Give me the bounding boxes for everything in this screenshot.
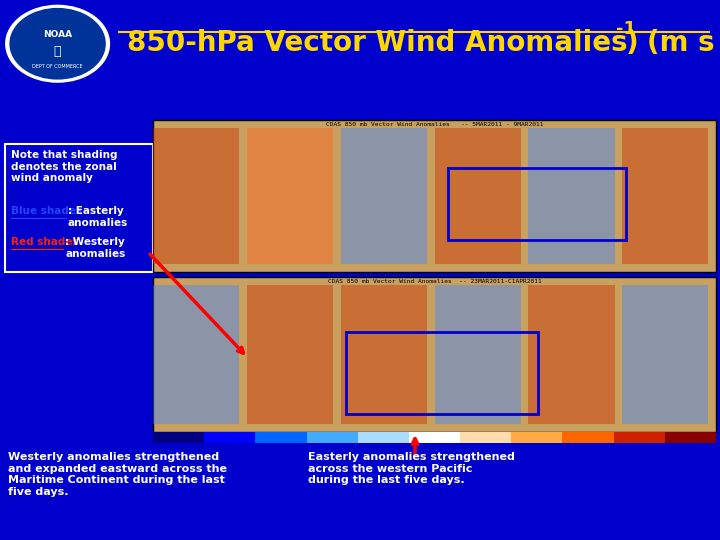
Bar	[153, 128, 239, 264]
Bar	[256, 432, 307, 443]
Bar	[613, 432, 665, 443]
Text: CDAS 850 mb Vector Wind Anomalies  -- 23MAR2011-C1APR2011: CDAS 850 mb Vector Wind Anomalies -- 23M…	[328, 279, 541, 284]
Text: CDAS 850 mb Vector Wind Anomalies   -- 5MAR2011 - 9MAR2011: CDAS 850 mb Vector Wind Anomalies -- 5MA…	[325, 122, 544, 127]
Bar	[5, 144, 153, 272]
Text: Red shades: Red shades	[11, 237, 78, 247]
Text: Easterly anomalies strengthened
across the western Pacific
during the last five : Easterly anomalies strengthened across t…	[308, 452, 515, 485]
Bar	[622, 128, 708, 264]
Text: : Easterly
anomalies: : Easterly anomalies	[68, 206, 128, 227]
Bar	[153, 432, 204, 443]
Bar	[307, 432, 358, 443]
Text: 🌊: 🌊	[54, 45, 61, 58]
Circle shape	[6, 5, 109, 82]
Bar	[247, 285, 333, 424]
Circle shape	[10, 9, 105, 79]
Bar	[153, 277, 716, 432]
Bar	[562, 432, 613, 443]
Bar	[153, 120, 716, 272]
Text: NOAA: NOAA	[43, 30, 72, 39]
Text: : Westerly
anomalies: : Westerly anomalies	[65, 237, 125, 259]
Bar	[346, 332, 538, 414]
Bar	[153, 285, 239, 424]
Bar	[665, 432, 716, 443]
Bar	[511, 432, 562, 443]
Bar	[409, 432, 460, 443]
Text: ): )	[626, 29, 639, 57]
Bar	[434, 128, 521, 264]
Bar	[622, 285, 708, 424]
Text: Westerly anomalies strengthened
and expanded eastward across the
Maritime Contin: Westerly anomalies strengthened and expa…	[8, 452, 227, 497]
Bar	[460, 432, 511, 443]
Bar	[528, 285, 615, 424]
Bar	[204, 432, 256, 443]
Bar	[528, 128, 615, 264]
Bar	[247, 128, 333, 264]
Bar	[341, 128, 427, 264]
Text: 850-hPa Vector Wind Anomalies  (m s: 850-hPa Vector Wind Anomalies (m s	[127, 29, 715, 57]
Bar	[434, 285, 521, 424]
Bar	[358, 432, 409, 443]
Text: DEPT OF COMMERCE: DEPT OF COMMERCE	[32, 64, 83, 69]
Text: Blue shades: Blue shades	[11, 206, 82, 216]
Bar	[448, 168, 626, 240]
Text: -1: -1	[616, 20, 636, 38]
Text: Note that shading
denotes the zonal
wind anomaly: Note that shading denotes the zonal wind…	[11, 150, 117, 183]
Bar	[341, 285, 427, 424]
